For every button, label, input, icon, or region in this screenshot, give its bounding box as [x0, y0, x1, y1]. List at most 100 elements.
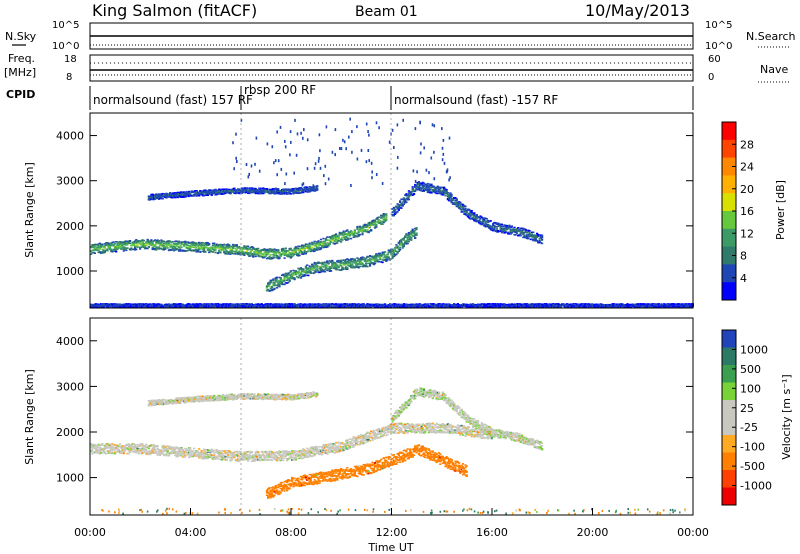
power-point	[268, 248, 271, 250]
power-point	[150, 198, 153, 200]
power-point	[274, 191, 277, 194]
power-point	[93, 252, 96, 254]
power-point	[244, 248, 247, 250]
power-point	[248, 247, 251, 250]
power-point	[269, 190, 272, 193]
power-point	[172, 192, 176, 194]
power-point	[458, 203, 461, 205]
power-point	[102, 251, 105, 254]
power-point	[203, 250, 206, 252]
power-point	[355, 235, 358, 237]
power-point	[200, 245, 203, 248]
nave-label: Nave	[760, 63, 788, 76]
power-point	[350, 258, 353, 260]
power-point	[95, 249, 98, 251]
power-point	[304, 251, 307, 253]
power-point	[255, 189, 258, 192]
power-point	[255, 250, 258, 253]
power-point	[493, 229, 496, 231]
power-point	[200, 243, 203, 246]
power-point	[410, 231, 413, 234]
power-point	[272, 288, 275, 291]
power-point	[536, 239, 539, 242]
power-point	[204, 251, 207, 253]
power-point	[502, 228, 505, 230]
power-point	[191, 249, 194, 252]
power-point	[131, 244, 134, 247]
power-point	[348, 259, 351, 262]
power-point	[166, 195, 169, 198]
power-point	[343, 236, 346, 238]
power-point	[356, 225, 359, 228]
power-point	[262, 190, 265, 193]
power-point	[439, 192, 442, 195]
power-point	[179, 250, 182, 252]
power-point	[360, 228, 363, 230]
power-point	[149, 199, 152, 201]
power-point	[517, 227, 520, 229]
power-point	[268, 191, 271, 194]
power-point	[312, 265, 315, 267]
power-point	[190, 246, 193, 248]
power-point	[293, 273, 296, 275]
power-point	[253, 252, 256, 255]
power-point	[291, 276, 294, 279]
power-point	[446, 195, 449, 198]
power-point	[193, 194, 196, 196]
power-point	[409, 194, 412, 197]
power-point	[122, 248, 125, 250]
power-point	[110, 244, 113, 247]
power-point	[299, 250, 302, 252]
power-point	[200, 192, 203, 194]
power-point	[314, 248, 318, 251]
power-point	[513, 233, 516, 236]
power-point	[110, 250, 113, 253]
power-point	[284, 251, 287, 254]
power-point	[242, 253, 245, 256]
power-point	[313, 187, 316, 189]
power-point	[203, 248, 206, 250]
power-point	[136, 246, 139, 248]
power-point	[201, 248, 204, 250]
power-point	[414, 189, 417, 191]
power-point	[214, 191, 217, 194]
power-point	[382, 259, 385, 262]
power-point	[228, 191, 231, 193]
power-point	[121, 243, 124, 246]
power-point	[343, 236, 346, 239]
power-point	[430, 186, 433, 189]
power-point	[322, 244, 325, 247]
power-point	[106, 249, 109, 252]
power-point	[156, 239, 159, 241]
power-point	[257, 192, 260, 195]
power-point	[360, 258, 363, 260]
power-point	[211, 244, 215, 247]
power-point	[152, 245, 155, 248]
power-point	[269, 251, 272, 253]
power-point	[400, 243, 403, 246]
power-point	[268, 249, 271, 252]
power-point	[474, 218, 477, 220]
power-point	[244, 251, 247, 254]
power-point	[321, 261, 324, 264]
power-point	[488, 227, 491, 229]
power-point	[367, 260, 370, 262]
power-point	[286, 255, 289, 257]
power-point	[340, 264, 343, 267]
power-point	[293, 278, 296, 281]
power-point	[298, 245, 301, 248]
power-point	[311, 263, 314, 266]
power-point	[213, 192, 216, 195]
power-point	[412, 190, 416, 193]
power-point	[336, 260, 339, 262]
power-point	[335, 264, 338, 267]
power-point	[288, 188, 291, 191]
power-point	[267, 285, 270, 287]
power-point	[470, 211, 473, 214]
power-point	[324, 264, 328, 266]
power-point	[257, 190, 260, 192]
power-point	[97, 245, 100, 248]
power-point	[254, 189, 257, 191]
power-point	[154, 239, 157, 241]
power-point	[331, 236, 334, 238]
